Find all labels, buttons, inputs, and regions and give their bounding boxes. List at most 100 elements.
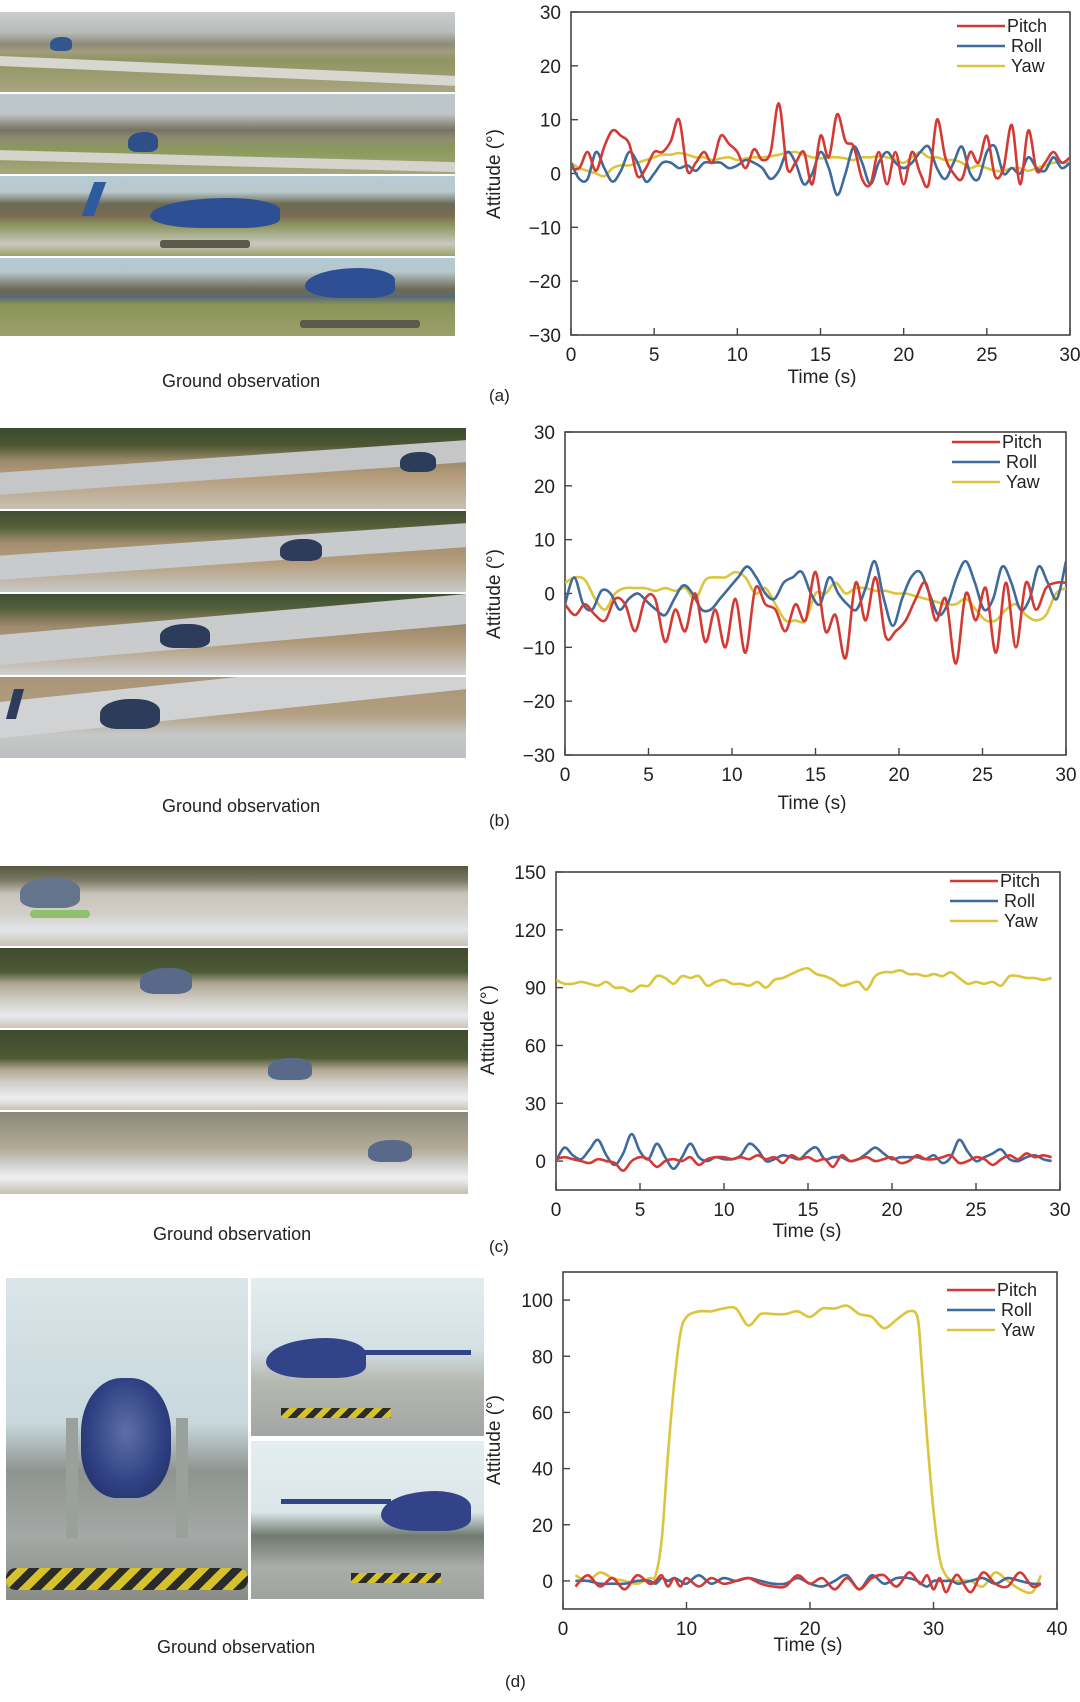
photo-frame-c3 — [0, 1030, 468, 1110]
x-tick-label: 10 — [713, 1200, 734, 1221]
y-tick-label: 120 — [514, 921, 546, 942]
x-tick-label: 30 — [1055, 765, 1076, 786]
y-tick-label: −10 — [529, 218, 561, 239]
x-tick-label: 30 — [923, 1619, 944, 1640]
y-tick-label: −20 — [529, 272, 561, 293]
photo-caption-c: Ground observation — [153, 1224, 312, 1244]
x-tick-label: 40 — [1046, 1619, 1067, 1640]
legend-label-yaw: Yaw — [1004, 911, 1039, 931]
y-tick-label: 30 — [534, 423, 555, 444]
y-tick-label: 90 — [525, 979, 546, 1000]
series-line-pitch — [571, 102, 1070, 189]
panel-label-a: (a) — [489, 386, 510, 405]
y-tick-label: −20 — [523, 692, 555, 713]
x-tick-label: 30 — [1049, 1200, 1070, 1221]
y-axis-label: Attitude (°) — [484, 129, 505, 219]
legend-label-pitch: Pitch — [1000, 871, 1040, 891]
x-tick-label: 20 — [799, 1619, 820, 1640]
photo-caption-b: Ground observation — [162, 796, 321, 816]
legend-label-roll: Roll — [1011, 36, 1042, 56]
y-tick-label: −10 — [523, 638, 555, 659]
photo-panel-d — [6, 1278, 248, 1600]
y-tick-label: 150 — [514, 863, 546, 884]
x-tick-label: 10 — [727, 345, 748, 366]
helicopter-image — [368, 1140, 412, 1162]
legend-label-yaw: Yaw — [1011, 56, 1046, 76]
photo-panel-c — [0, 866, 468, 1194]
x-tick-label: 5 — [649, 345, 660, 366]
y-tick-label: −30 — [529, 326, 561, 347]
legend-label-roll: Roll — [1006, 452, 1037, 472]
helicopter-image — [280, 539, 322, 561]
y-axis-label: Attitude (°) — [484, 1395, 505, 1485]
x-tick-label: 25 — [965, 1200, 986, 1221]
photo-frame-c1 — [0, 866, 468, 946]
y-axis-label: Attitude (°) — [478, 985, 499, 1075]
chart-d: 0 20 40 60 80 100 0 10 20 30 40 Time (s) Attitude (°… — [484, 1271, 1068, 1656]
photo-panel-d-right-bottom — [251, 1441, 484, 1599]
x-tick-label: 5 — [643, 765, 654, 786]
x-tick-label: 0 — [566, 345, 577, 366]
photo-frame-b1 — [0, 428, 466, 509]
photo-caption-d: Ground observation — [157, 1637, 316, 1657]
chart-c: 0 30 60 90 120 150 0 5 10 15 20 25 30 Time (s) Attitud… — [478, 863, 1071, 1242]
helicopter-image — [140, 968, 192, 994]
y-tick-label: 20 — [534, 477, 555, 498]
x-tick-label: 10 — [721, 765, 742, 786]
x-tick-label: 15 — [797, 1200, 818, 1221]
chart-b: −30 −20 −10 0 10 20 30 0 5 10 15 20 25 30 Time (s) Atti… — [484, 423, 1077, 814]
photo-frame-c2 — [0, 948, 468, 1028]
helicopter-image — [100, 699, 160, 729]
y-tick-label: 20 — [532, 1516, 553, 1537]
x-tick-label: 20 — [888, 765, 909, 786]
legend-label-pitch: Pitch — [1007, 16, 1047, 36]
series-line-yaw — [556, 966, 1052, 993]
legend-label-roll: Roll — [1004, 891, 1035, 911]
helicopter-image — [268, 1058, 312, 1080]
y-tick-label: 30 — [540, 3, 561, 24]
series-line-roll — [575, 1573, 1041, 1591]
y-tick-label: 40 — [532, 1460, 553, 1481]
photo-panel-b — [0, 428, 466, 758]
y-tick-label: 20 — [540, 57, 561, 78]
photo-frame-a1 — [0, 12, 455, 92]
helicopter-image — [128, 132, 158, 152]
helicopter-image — [400, 452, 436, 472]
legend-label-roll: Roll — [1001, 1300, 1032, 1320]
x-axis-label: Time (s) — [774, 1635, 843, 1656]
photo-frame-a4 — [0, 258, 455, 336]
panel-label-d: (d) — [505, 1672, 526, 1691]
photo-frame-a2 — [0, 94, 455, 174]
x-tick-label: 15 — [805, 765, 826, 786]
x-tick-label: 25 — [972, 765, 993, 786]
x-tick-label: 25 — [976, 345, 997, 366]
series-line-yaw — [565, 570, 1066, 624]
y-tick-label: 0 — [542, 1572, 553, 1593]
series-line-pitch — [556, 1152, 1052, 1172]
x-axis-label: Time (s) — [788, 367, 857, 388]
photo-frame-a3 — [0, 176, 455, 256]
helicopter-image — [20, 878, 80, 908]
y-tick-label: 60 — [525, 1036, 546, 1057]
helicopter-image — [305, 268, 395, 298]
y-tick-label: 80 — [532, 1347, 553, 1368]
x-tick-label: 0 — [560, 765, 571, 786]
series-line-roll — [571, 143, 1070, 197]
helicopter-image — [50, 37, 72, 51]
series-line-roll — [556, 1132, 1052, 1171]
x-axis-label: Time (s) — [773, 1221, 842, 1242]
photo-caption-a: Ground observation — [162, 371, 321, 391]
photo-frame-b2 — [0, 511, 466, 592]
y-tick-label: 10 — [540, 111, 561, 132]
legend-label-yaw: Yaw — [1001, 1320, 1036, 1340]
legend-label-yaw: Yaw — [1006, 472, 1041, 492]
x-tick-label: 10 — [676, 1619, 697, 1640]
y-axis-label: Attitude (°) — [484, 549, 505, 639]
y-tick-label: 0 — [535, 1152, 546, 1173]
series-line-yaw — [571, 150, 1070, 178]
helicopter-image — [81, 1378, 171, 1498]
helicopter-image — [266, 1338, 366, 1378]
photo-panel-d-right-top — [251, 1278, 484, 1436]
y-tick-label: 0 — [544, 585, 555, 606]
photo-panel-a — [0, 12, 455, 336]
